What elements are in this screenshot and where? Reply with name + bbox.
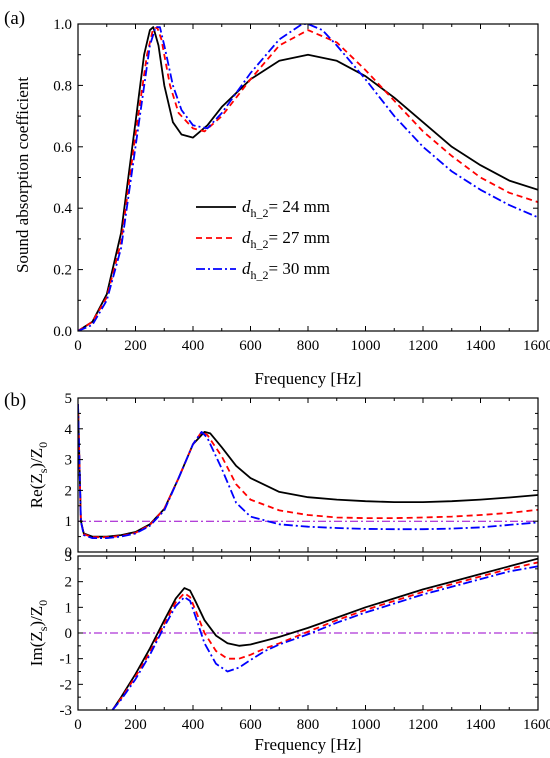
panel-a-xtick-label: 400	[182, 338, 205, 354]
panel-a-series-0	[78, 26, 538, 331]
panel-b-im-xtick-label: 800	[297, 717, 320, 733]
panel-b-im-ytick-label: 1	[65, 600, 73, 616]
panel-a-xtick-label: 0	[74, 338, 82, 354]
panel-b-re-series-2	[78, 404, 538, 539]
panel-b-im-series-1	[111, 561, 538, 710]
panel-a-xtick-label: 1000	[351, 338, 381, 354]
panel-b-re-ytick-label: 5	[65, 391, 73, 407]
panel-b-re-ytick-label: 1	[65, 514, 73, 530]
panel-a-ytick-label: 1.0	[53, 17, 72, 33]
panel-b-im-ytick-label: 2	[65, 575, 73, 591]
panel-a-label: (a)	[4, 8, 25, 29]
panel-b-im-series-2	[111, 565, 538, 710]
panel-a-series-1	[78, 26, 538, 331]
panel-b-im-xtick-label: 1400	[466, 717, 496, 733]
panel-a-xtick-label: 1200	[408, 338, 438, 354]
panel-b-im-xtick-label: 1000	[351, 717, 381, 733]
panel-b-im-xtick-label: 1600	[523, 717, 550, 733]
panel-b-label: (b)	[4, 390, 26, 411]
panel-a-xtick-label: 600	[239, 338, 262, 354]
panel-a-ytick-label: 0.0	[53, 324, 72, 340]
panel-b-im-plot: 0 200 400 600 800 1000 1200 1400 1600 -3 -2 -1 0 1 2 3	[60, 549, 550, 733]
legend: dh_2= 24 mm dh_2= 27 mm dh_2= 30 mm	[196, 197, 330, 282]
panel-a-ylabel: Sound absorption coefficient	[13, 77, 32, 273]
panel-a-xlabel: Frequency [Hz]	[254, 369, 361, 388]
panel-b-im-xtick-label: 200	[124, 717, 147, 733]
panel-b-re-ytick-label: 4	[65, 422, 73, 438]
panel-a-ytick-label: 0.8	[53, 78, 72, 94]
panel-a-ytick-label: 0.2	[53, 263, 72, 279]
panel-b-re-plot: 0 1 2 3 4 5	[65, 391, 539, 561]
panel-b-im-xtick-label: 1200	[408, 717, 438, 733]
legend-entry-2: dh_2= 30 mm	[242, 259, 330, 282]
panel-b-im-series-0	[111, 557, 538, 710]
panel-b-im-ytick-label: -2	[60, 677, 73, 693]
panel-a-xtick-label: 1600	[523, 338, 550, 354]
panel-b-re-ylabel: Re(Zs)/Z0	[27, 442, 50, 508]
panel-b-re-ytick-label: 0	[65, 545, 73, 561]
panel-a-xtick-label: 200	[124, 338, 147, 354]
panel-b-im-ytick-label: 3	[65, 549, 73, 565]
panel-a-plot: 0 200 400 600 800 1000 1200 1400 1600 0.0 0.2 0.4 0.…	[53, 17, 550, 354]
panel-a-ytick-label: 0.4	[53, 201, 72, 217]
panel-b-re-ytick-label: 2	[65, 483, 73, 499]
panel-b-im-xtick-label: 600	[239, 717, 262, 733]
panel-a-series-2	[78, 24, 538, 331]
panel-a-xtick-label: 800	[297, 338, 320, 354]
panel-a-ytick-label: 0.6	[53, 140, 72, 156]
panel-b-im-ylabel: Im(Zs)/Z0	[27, 600, 50, 666]
panel-b-im-xtick-label: 400	[182, 717, 205, 733]
panel-b-re-ytick-label: 3	[65, 453, 73, 469]
panel-b-im-ytick-label: -3	[60, 703, 73, 719]
legend-entry-0: dh_2= 24 mm	[242, 197, 330, 220]
panel-b-re-series-1	[78, 404, 538, 539]
panel-b-re-series-0	[78, 404, 538, 538]
panel-b-re-frame	[77, 397, 539, 553]
legend-entry-1: dh_2= 27 mm	[242, 228, 330, 251]
panel-b-im-ytick-label: -1	[60, 652, 73, 668]
panel-b-xlabel: Frequency [Hz]	[254, 735, 361, 754]
panel-b-im-xtick-label: 0	[74, 717, 82, 733]
panel-b-im-ytick-label: 0	[65, 626, 73, 642]
panel-a-xtick-label: 1400	[466, 338, 496, 354]
